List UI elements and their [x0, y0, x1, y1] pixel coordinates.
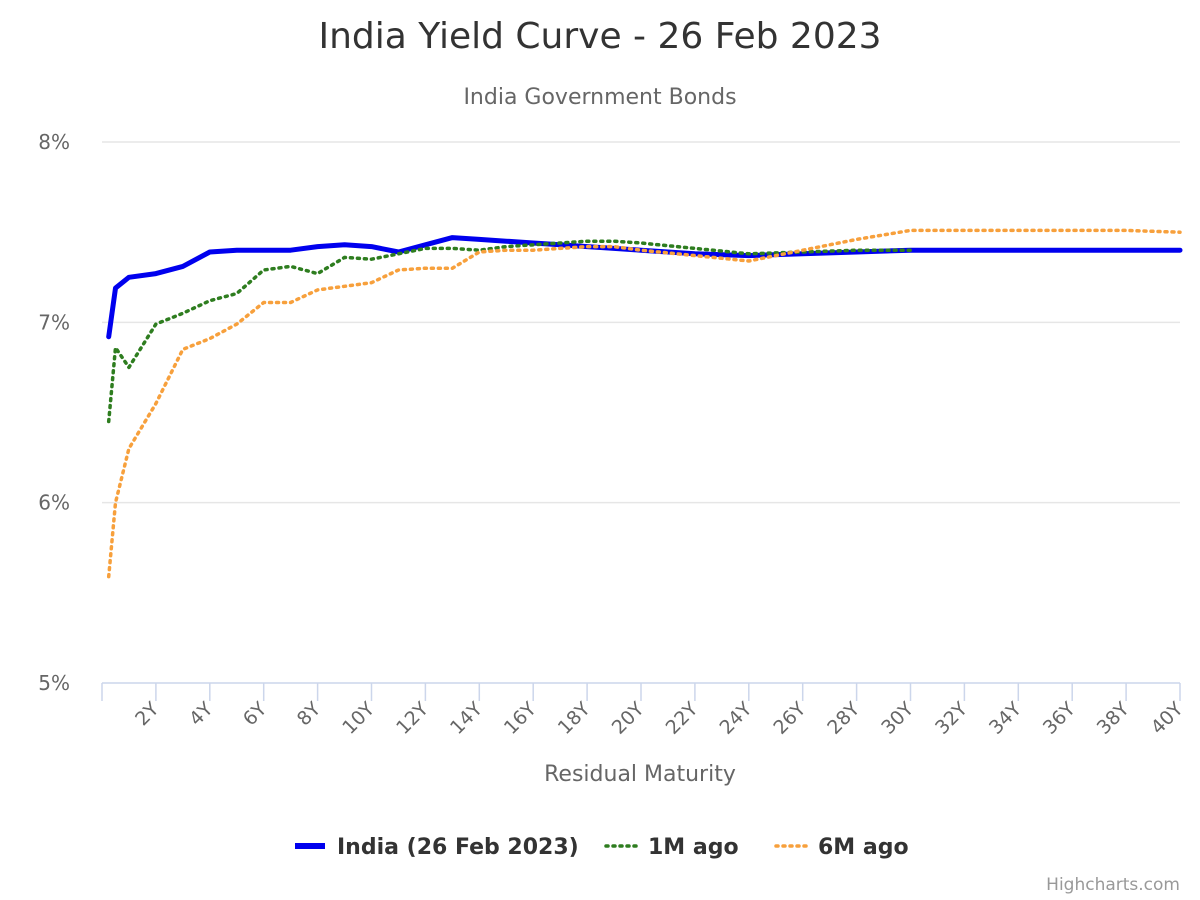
x-tick-label: 16Y	[500, 698, 541, 739]
x-tick-label: 22Y	[662, 698, 703, 739]
series-line-1m-ago[interactable]	[106, 239, 913, 424]
x-tick-label: 18Y	[554, 698, 595, 739]
x-tick-label: 14Y	[446, 698, 487, 739]
x-tick-label: 34Y	[985, 698, 1026, 739]
x-axis: 2Y 4Y 6Y 8Y 10Y 12Y 14Y 16Y 18Y 20Y 22Y 24Y 26Y 28Y 30…	[101, 682, 1188, 739]
x-tick-label: 6Y	[239, 698, 272, 731]
x-tick-label: 24Y	[715, 698, 756, 739]
credits-link[interactable]: Highcharts.com	[1046, 875, 1180, 895]
x-tick-label: 36Y	[1039, 698, 1080, 739]
x-tick-label: 38Y	[1093, 698, 1134, 739]
y-tick-label: 8%	[38, 130, 70, 154]
x-axis-title: Residual Maturity	[544, 762, 736, 787]
x-tick-label: 10Y	[338, 698, 379, 739]
gridlines	[102, 141, 1180, 504]
x-tick-label: 12Y	[392, 698, 433, 739]
x-tick-label: 8Y	[293, 698, 326, 731]
y-tick-label: 5%	[38, 671, 70, 695]
x-tick-label: 30Y	[877, 698, 918, 739]
x-tick-label: 4Y	[185, 698, 218, 731]
chart-title: India Yield Curve - 26 Feb 2023	[318, 16, 881, 57]
x-tick-label: 32Y	[931, 698, 972, 739]
legend-item[interactable]: India (26 Feb 2023)	[295, 835, 579, 860]
x-tick-label: 20Y	[608, 698, 649, 739]
legend-label: 6M ago	[818, 835, 909, 860]
x-tick-label: 26Y	[769, 698, 810, 739]
series-lines	[106, 228, 1183, 579]
chart-subtitle: India Government Bonds	[463, 85, 736, 110]
legend[interactable]: India (26 Feb 2023) 1M ago 6M ago	[295, 835, 909, 860]
y-tick-label: 6%	[38, 491, 70, 515]
x-tick-label: 28Y	[823, 698, 864, 739]
legend-item[interactable]: 1M ago	[604, 835, 739, 860]
legend-item[interactable]: 6M ago	[774, 835, 909, 860]
y-axis-tick-labels: 5% 6% 7% 8%	[38, 130, 70, 695]
y-tick-label: 7%	[38, 310, 70, 334]
legend-label: 1M ago	[648, 835, 739, 860]
x-tick-label: 40Y	[1147, 698, 1188, 739]
x-tick-label: 2Y	[131, 698, 164, 731]
series-line-6m-ago[interactable]	[106, 228, 1182, 579]
legend-label: India (26 Feb 2023)	[337, 835, 579, 860]
